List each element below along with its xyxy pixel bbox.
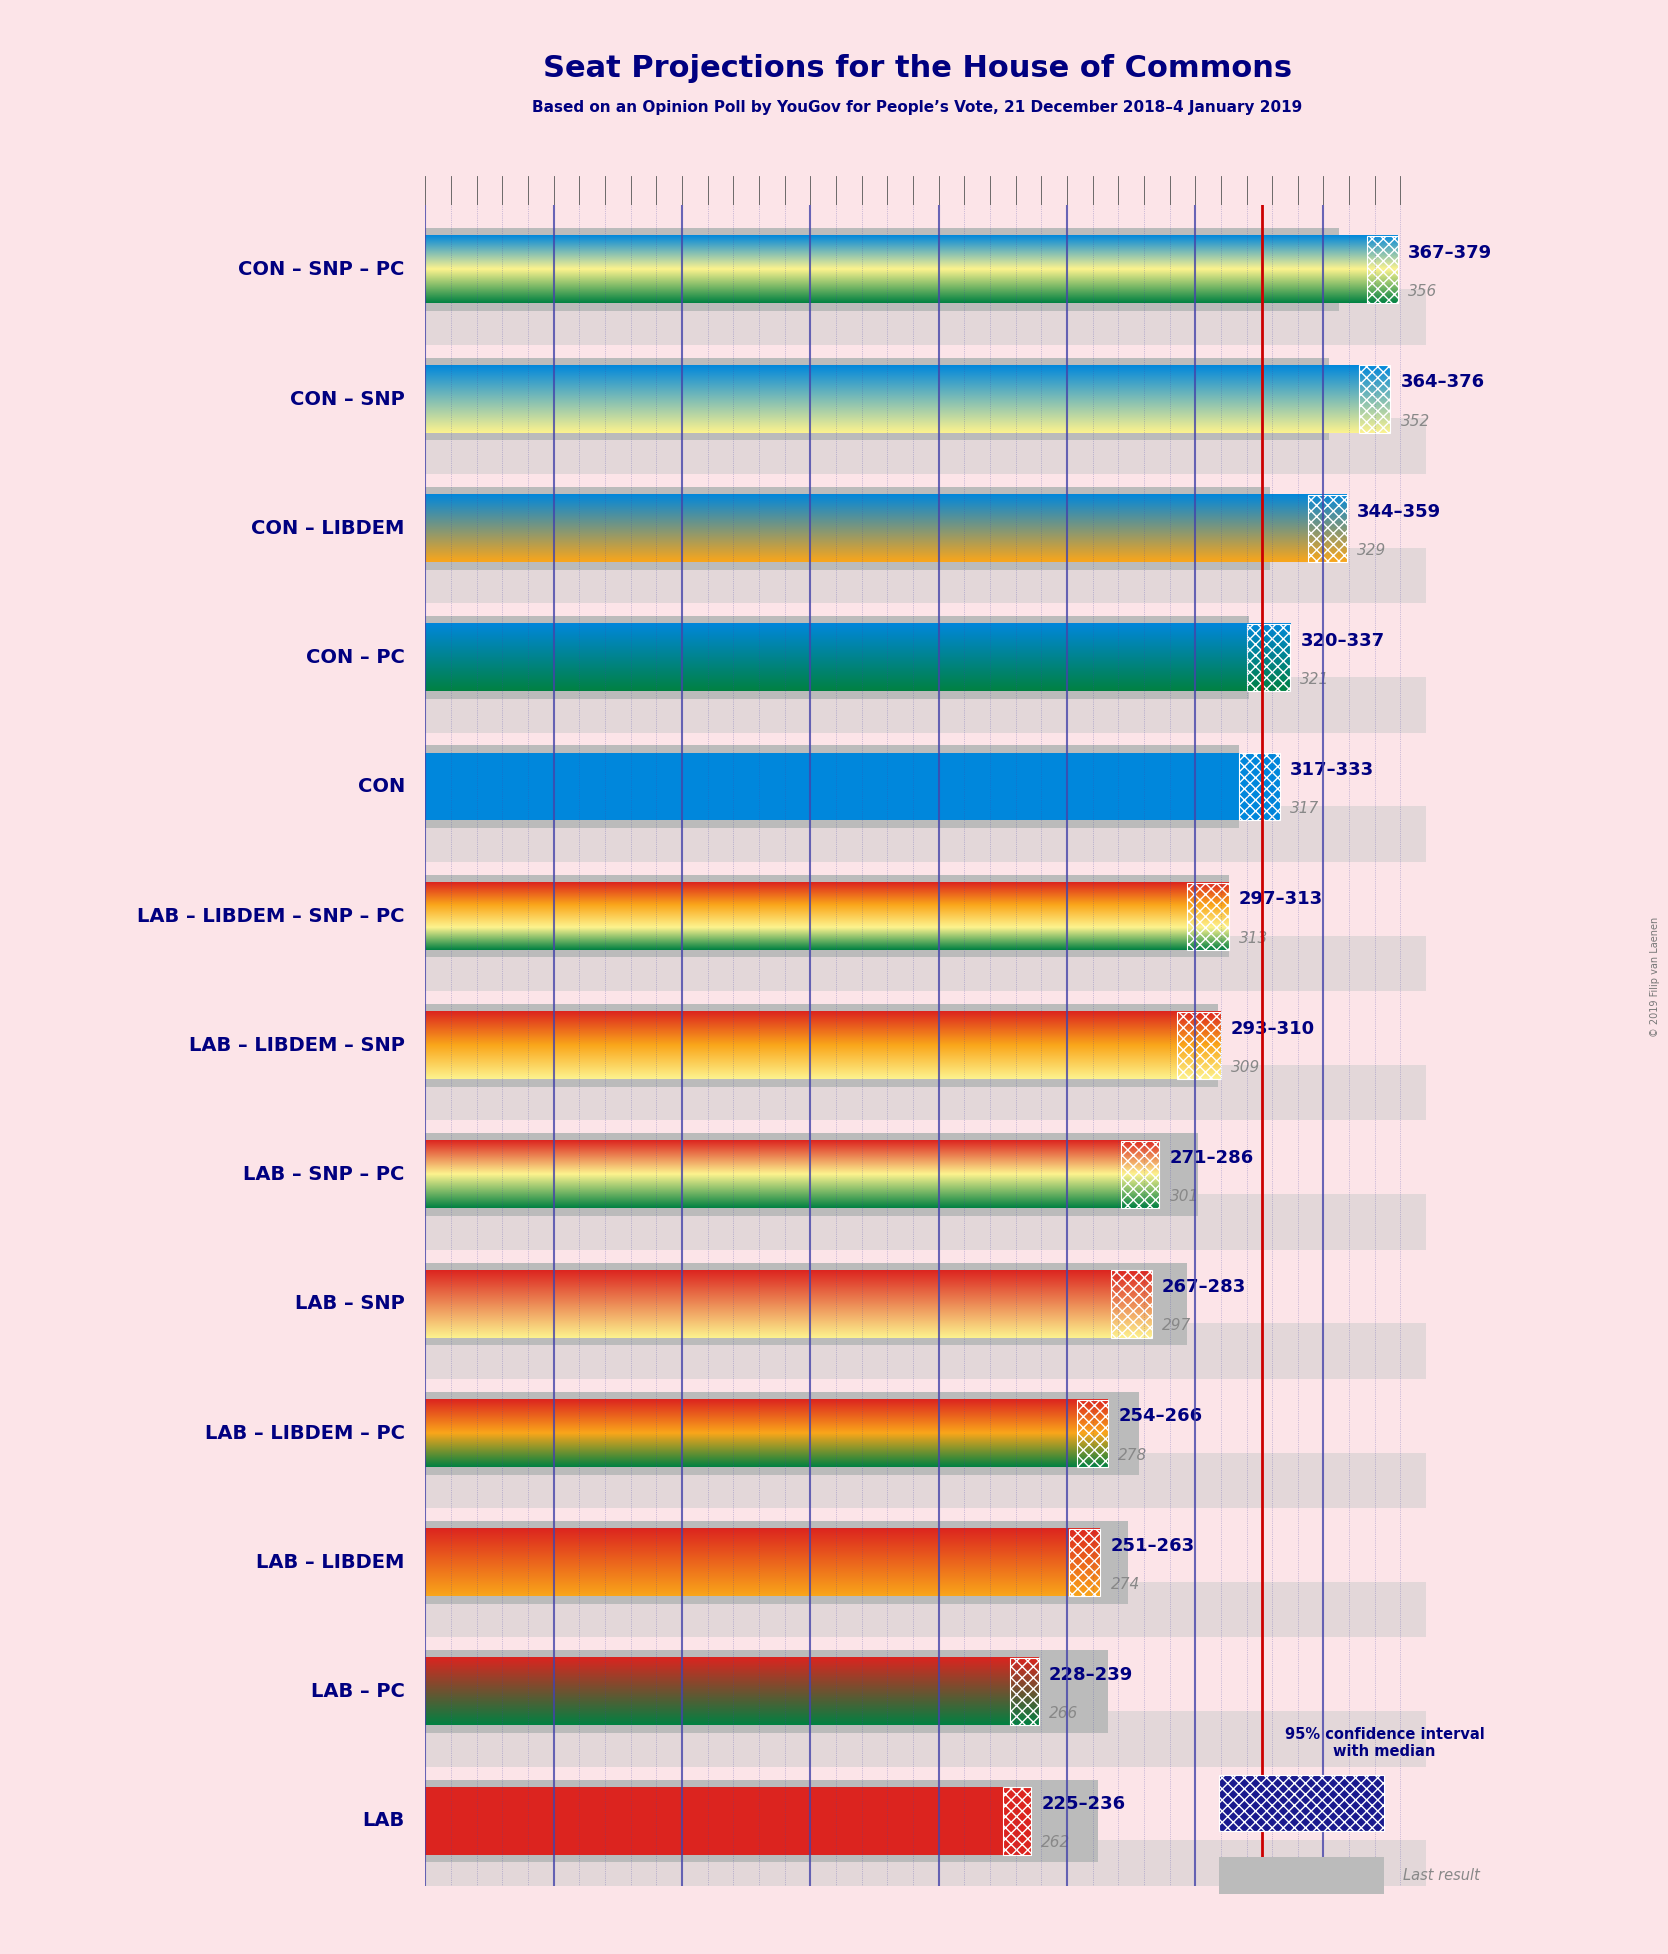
Bar bbox=[1111, 1270, 1151, 1338]
Bar bbox=[1178, 1012, 1221, 1079]
Bar bbox=[425, 676, 1426, 733]
Text: © 2019 Filip van Laenen: © 2019 Filip van Laenen bbox=[1650, 916, 1660, 1038]
Bar bbox=[1069, 1528, 1101, 1596]
Text: 274: 274 bbox=[1111, 1577, 1139, 1593]
Bar bbox=[425, 289, 1426, 344]
Text: CON – PC: CON – PC bbox=[305, 649, 405, 666]
Bar bbox=[425, 746, 1239, 828]
Text: 278: 278 bbox=[1118, 1448, 1148, 1464]
Text: CON – SNP – PC: CON – SNP – PC bbox=[239, 260, 405, 279]
Text: CON – LIBDEM: CON – LIBDEM bbox=[252, 520, 405, 537]
Text: 293–310: 293–310 bbox=[1231, 1020, 1316, 1038]
Bar bbox=[425, 807, 1426, 862]
Bar bbox=[425, 875, 1229, 957]
Text: 266: 266 bbox=[1049, 1706, 1078, 1721]
Bar bbox=[1121, 1141, 1159, 1208]
Bar bbox=[425, 358, 1329, 440]
Text: 254–266: 254–266 bbox=[1118, 1407, 1203, 1424]
Bar bbox=[425, 1323, 1426, 1380]
Bar bbox=[425, 229, 1339, 311]
Text: LAB – SNP: LAB – SNP bbox=[295, 1294, 405, 1313]
Bar bbox=[425, 1133, 1198, 1215]
Bar bbox=[1011, 1659, 1039, 1725]
Bar bbox=[425, 1391, 1139, 1475]
Text: 271–286: 271–286 bbox=[1169, 1149, 1254, 1167]
Text: LAB – PC: LAB – PC bbox=[310, 1682, 405, 1702]
Bar bbox=[1002, 1788, 1031, 1854]
Bar bbox=[425, 1065, 1426, 1120]
Bar bbox=[425, 1651, 1108, 1733]
Text: CON – SNP: CON – SNP bbox=[290, 389, 405, 408]
Text: LAB – LIBDEM – SNP – PC: LAB – LIBDEM – SNP – PC bbox=[137, 907, 405, 926]
Text: CON: CON bbox=[357, 778, 405, 797]
Bar bbox=[425, 1780, 1098, 1862]
Bar bbox=[425, 418, 1426, 475]
Text: LAB: LAB bbox=[362, 1811, 405, 1831]
Bar bbox=[1239, 752, 1279, 821]
Text: 317: 317 bbox=[1289, 801, 1319, 817]
Bar bbox=[425, 1452, 1426, 1508]
Text: LAB – LIBDEM – PC: LAB – LIBDEM – PC bbox=[205, 1424, 405, 1442]
Text: 225–236: 225–236 bbox=[1041, 1796, 1126, 1813]
Text: 262: 262 bbox=[1041, 1835, 1071, 1850]
Bar bbox=[1188, 883, 1229, 950]
Text: 344–359: 344–359 bbox=[1356, 502, 1441, 520]
Bar bbox=[425, 1262, 1188, 1344]
Text: 228–239: 228–239 bbox=[1049, 1667, 1133, 1684]
Text: 251–263: 251–263 bbox=[1111, 1536, 1194, 1555]
Bar bbox=[425, 936, 1426, 991]
Bar bbox=[1246, 623, 1289, 692]
Text: 321: 321 bbox=[1301, 672, 1329, 688]
Bar bbox=[425, 1841, 1426, 1895]
Text: 95% confidence interval
with median: 95% confidence interval with median bbox=[1284, 1727, 1485, 1759]
Bar bbox=[1219, 1856, 1384, 1893]
Bar bbox=[425, 1712, 1426, 1766]
Bar bbox=[1078, 1399, 1108, 1467]
Bar bbox=[425, 1583, 1426, 1637]
Text: 301: 301 bbox=[1169, 1190, 1199, 1204]
Text: 352: 352 bbox=[1401, 414, 1429, 428]
Text: 267–283: 267–283 bbox=[1163, 1278, 1246, 1296]
Text: 317–333: 317–333 bbox=[1289, 760, 1374, 780]
Bar bbox=[425, 547, 1426, 604]
Bar bbox=[425, 487, 1269, 571]
Text: 313: 313 bbox=[1239, 930, 1268, 946]
Bar bbox=[1359, 365, 1389, 432]
Text: 297–313: 297–313 bbox=[1239, 891, 1323, 909]
Bar bbox=[425, 1520, 1129, 1604]
Bar bbox=[425, 616, 1249, 700]
Text: 364–376: 364–376 bbox=[1401, 373, 1485, 391]
Bar bbox=[425, 1194, 1426, 1251]
Text: LAB – LIBDEM – SNP: LAB – LIBDEM – SNP bbox=[188, 1036, 405, 1055]
Bar bbox=[425, 1004, 1218, 1086]
Bar bbox=[1308, 494, 1346, 563]
Text: Based on an Opinion Poll by YouGov for People’s Vote, 21 December 2018–4 January: Based on an Opinion Poll by YouGov for P… bbox=[532, 100, 1303, 115]
Bar bbox=[1368, 236, 1398, 303]
Text: 367–379: 367–379 bbox=[1408, 244, 1493, 262]
Bar bbox=[425, 1788, 1002, 1854]
Bar bbox=[425, 752, 1239, 821]
Text: LAB – SNP – PC: LAB – SNP – PC bbox=[244, 1165, 405, 1184]
Bar bbox=[1239, 752, 1279, 821]
Text: 329: 329 bbox=[1356, 543, 1386, 557]
Text: 309: 309 bbox=[1231, 1059, 1261, 1075]
Text: Seat Projections for the House of Commons: Seat Projections for the House of Common… bbox=[542, 55, 1293, 82]
Text: 320–337: 320–337 bbox=[1301, 631, 1384, 651]
Text: 297: 297 bbox=[1163, 1319, 1191, 1333]
Bar bbox=[1002, 1788, 1031, 1854]
Text: LAB – LIBDEM: LAB – LIBDEM bbox=[257, 1553, 405, 1571]
Text: 356: 356 bbox=[1408, 283, 1438, 299]
Text: Last result: Last result bbox=[1403, 1868, 1480, 1884]
Bar bbox=[1219, 1774, 1384, 1831]
